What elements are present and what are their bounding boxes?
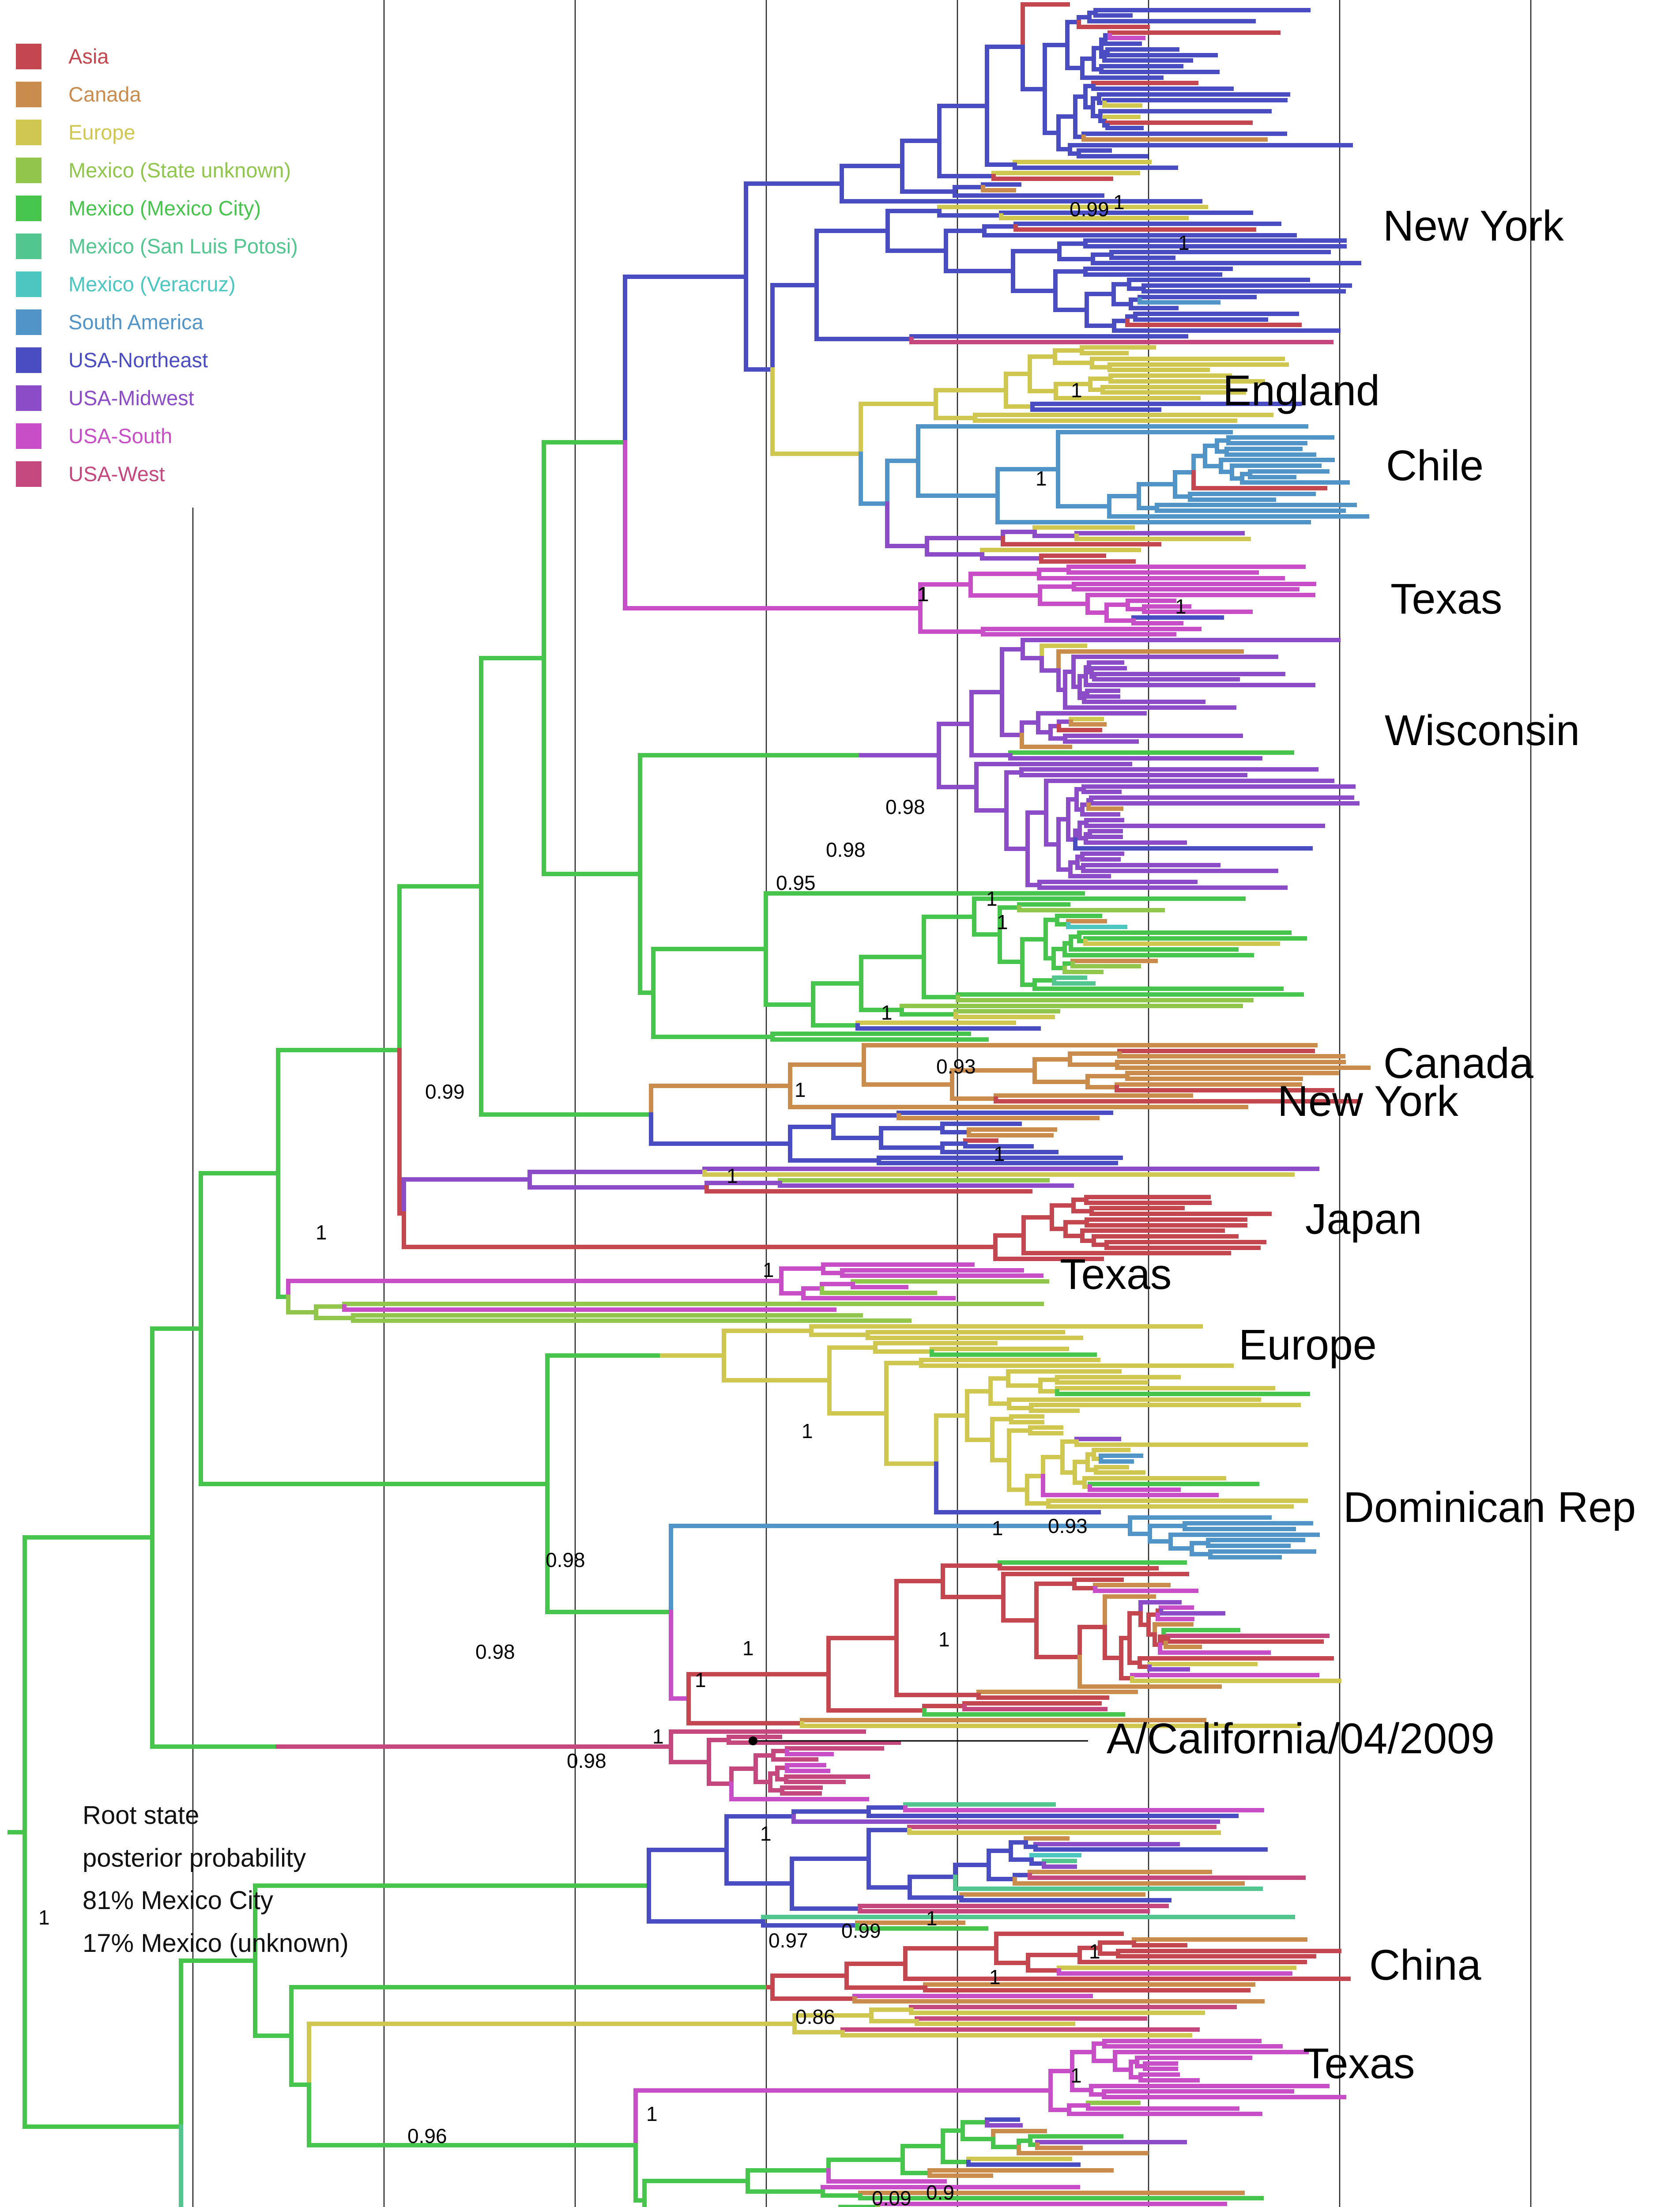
svg-text:1: 1 [994,1142,1005,1165]
svg-text:1: 1 [795,1078,806,1101]
svg-text:0.09: 0.09 [872,2187,912,2207]
svg-text:1: 1 [917,583,929,606]
svg-text:1: 1 [881,1001,893,1024]
svg-text:Mexico (Mexico City): Mexico (Mexico City) [68,196,261,220]
svg-text:1: 1 [918,583,929,606]
svg-text:1: 1 [1175,595,1187,618]
svg-text:1: 1 [1036,467,1047,490]
svg-text:Wisconsin: Wisconsin [1385,706,1580,754]
svg-text:1: 1 [938,1628,950,1651]
svg-text:0.97: 0.97 [768,1929,808,1952]
svg-text:0.98: 0.98 [826,838,866,861]
svg-text:0.96: 0.96 [407,2124,447,2147]
svg-text:1: 1 [997,911,1008,934]
svg-text:South America: South America [68,310,204,334]
svg-text:1: 1 [992,1517,1003,1540]
svg-text:1: 1 [38,1906,50,1929]
svg-text:81% Mexico City: 81% Mexico City [83,1886,273,1915]
svg-text:USA-Northeast: USA-Northeast [68,348,208,372]
svg-text:1: 1 [1070,2064,1082,2087]
svg-text:posterior probability: posterior probability [83,1844,306,1872]
svg-text:Mexico (State unknown): Mexico (State unknown) [68,158,291,182]
svg-text:1: 1 [316,1221,327,1244]
svg-text:1: 1 [1089,1940,1100,1963]
svg-text:0.93: 0.93 [1048,1514,1088,1537]
svg-text:1: 1 [695,1668,706,1691]
svg-text:Mexico (San Luis Potosi): Mexico (San Luis Potosi) [68,234,298,258]
svg-text:0.98: 0.98 [475,1640,515,1663]
svg-text:USA-Midwest: USA-Midwest [68,386,194,410]
svg-text:Canada: Canada [68,83,141,106]
svg-text:0.86: 0.86 [795,2005,835,2028]
svg-text:A/California/04/2009: A/California/04/2009 [1107,1714,1495,1763]
svg-text:1: 1 [926,1907,938,1930]
svg-text:17% Mexico (unknown): 17% Mexico (unknown) [83,1929,349,1958]
svg-text:Texas: Texas [1390,575,1502,623]
svg-text:China: China [1369,1941,1481,1989]
svg-text:USA-South: USA-South [68,424,172,448]
svg-text:1: 1 [1071,379,1082,402]
svg-text:1: 1 [646,2102,658,2125]
svg-text:0.99: 0.99 [841,1919,881,1942]
svg-text:Texas: Texas [1303,2039,1415,2087]
svg-text:1: 1 [986,887,998,910]
svg-text:1: 1 [989,1966,1001,1989]
svg-text:Japan: Japan [1305,1195,1422,1243]
svg-text:1: 1 [742,1637,754,1660]
svg-text:0.95: 0.95 [776,871,816,894]
svg-text:New York: New York [1383,202,1564,250]
svg-text:1: 1 [652,1725,664,1748]
svg-text:Europe: Europe [1239,1321,1377,1369]
svg-text:Texas: Texas [1060,1250,1171,1298]
svg-text:Asia: Asia [68,45,109,68]
svg-text:1: 1 [1178,231,1190,254]
svg-text:0.9: 0.9 [926,2181,954,2204]
svg-text:Canada: Canada [1383,1039,1533,1087]
svg-text:New York: New York [1277,1077,1458,1125]
svg-text:Europe: Europe [68,121,136,144]
svg-text:0.93: 0.93 [936,1055,976,1078]
svg-text:Chile: Chile [1386,441,1484,490]
svg-text:England: England [1223,366,1380,414]
svg-text:Mexico (Veracruz): Mexico (Veracruz) [68,272,236,296]
svg-text:Root state: Root state [83,1801,199,1830]
svg-text:0.98: 0.98 [885,795,925,818]
svg-text:0.98: 0.98 [546,1548,585,1571]
svg-text:Dominican Rep: Dominican Rep [1343,1483,1636,1531]
svg-text:1: 1 [727,1164,738,1187]
svg-text:0.99: 0.99 [1070,198,1109,221]
svg-text:0.98: 0.98 [567,1749,606,1772]
svg-text:1: 1 [802,1420,813,1442]
svg-text:USA-West: USA-West [68,462,165,486]
svg-text:1: 1 [1113,191,1125,214]
svg-text:1: 1 [760,1822,772,1845]
svg-text:0.99: 0.99 [425,1080,465,1103]
svg-text:1: 1 [763,1258,774,1281]
